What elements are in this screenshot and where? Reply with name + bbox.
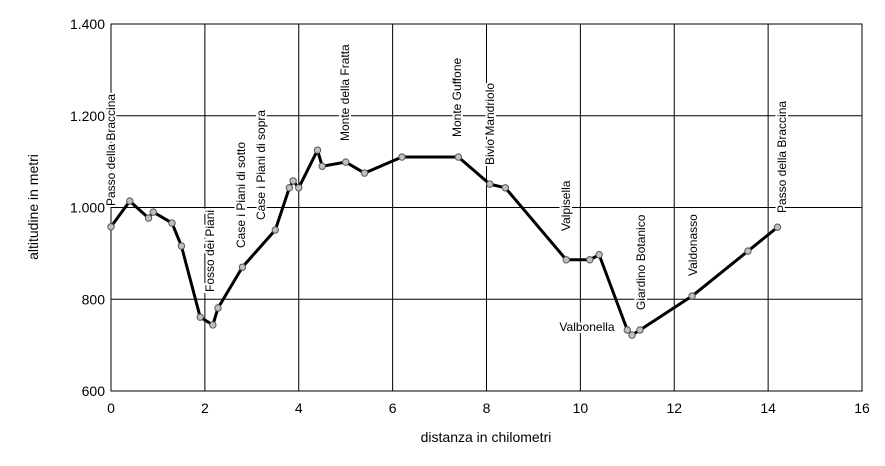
point — [398, 153, 406, 161]
point — [209, 321, 217, 329]
annotation: Bivio Mandriolo — [483, 83, 497, 165]
annotation: Monte della Fratta — [338, 44, 352, 141]
point — [313, 146, 322, 154]
point — [196, 313, 204, 321]
point — [289, 177, 297, 185]
point — [360, 169, 369, 177]
point — [623, 326, 632, 334]
y-axis-label: altitudine in metri — [25, 154, 41, 260]
y-tick-label: 1.400 — [70, 16, 105, 32]
annotation: Monte Guffone — [450, 58, 464, 137]
point — [318, 162, 326, 170]
x-tick-label: 16 — [854, 400, 870, 416]
x-tick-label: 14 — [760, 400, 776, 416]
annotation: Valbonella — [559, 320, 614, 334]
point — [773, 223, 782, 231]
point — [636, 326, 644, 334]
point — [214, 304, 222, 312]
point — [454, 153, 463, 161]
point — [628, 331, 636, 339]
point — [595, 251, 603, 259]
annotation: Valdonasso — [686, 214, 700, 276]
point — [562, 256, 570, 264]
point — [107, 223, 115, 231]
annotation: Valpisella — [559, 180, 573, 231]
point — [144, 214, 153, 222]
x-tick-label: 10 — [573, 400, 589, 416]
annotation: Passo della Braccina — [104, 94, 118, 206]
point — [486, 180, 494, 188]
point — [295, 184, 303, 192]
point — [177, 242, 186, 250]
point — [168, 219, 176, 227]
y-tick-label: 800 — [82, 291, 106, 307]
annotation: Fosso dei Piani — [203, 210, 217, 292]
point — [501, 184, 509, 192]
annotation: Case i Piani di sopra — [254, 110, 268, 220]
x-tick-label: 12 — [666, 400, 682, 416]
x-tick-label: 0 — [107, 400, 115, 416]
annotation: Case i Piani di sotto — [234, 142, 248, 248]
point — [341, 158, 350, 166]
annotation: Giardino Botanico — [634, 214, 648, 310]
x-tick-label: 8 — [483, 400, 491, 416]
point — [285, 184, 294, 192]
point — [238, 263, 247, 271]
point — [271, 226, 279, 234]
annotation: Passo della Braccina — [775, 101, 789, 213]
x-tick-label: 4 — [295, 400, 303, 416]
point — [126, 197, 134, 205]
y-tick-label: 600 — [82, 383, 106, 399]
point — [688, 292, 696, 300]
x-tick-label: 6 — [389, 400, 397, 416]
plot-frame — [110, 23, 863, 392]
x-tick-label: 2 — [201, 400, 209, 416]
point — [586, 256, 594, 264]
y-tick-label: 1.200 — [70, 108, 105, 124]
y-tick-label: 1.000 — [70, 200, 105, 216]
point — [744, 247, 752, 255]
x-axis-label: distanza in chilometri — [421, 429, 552, 445]
point — [149, 208, 157, 216]
